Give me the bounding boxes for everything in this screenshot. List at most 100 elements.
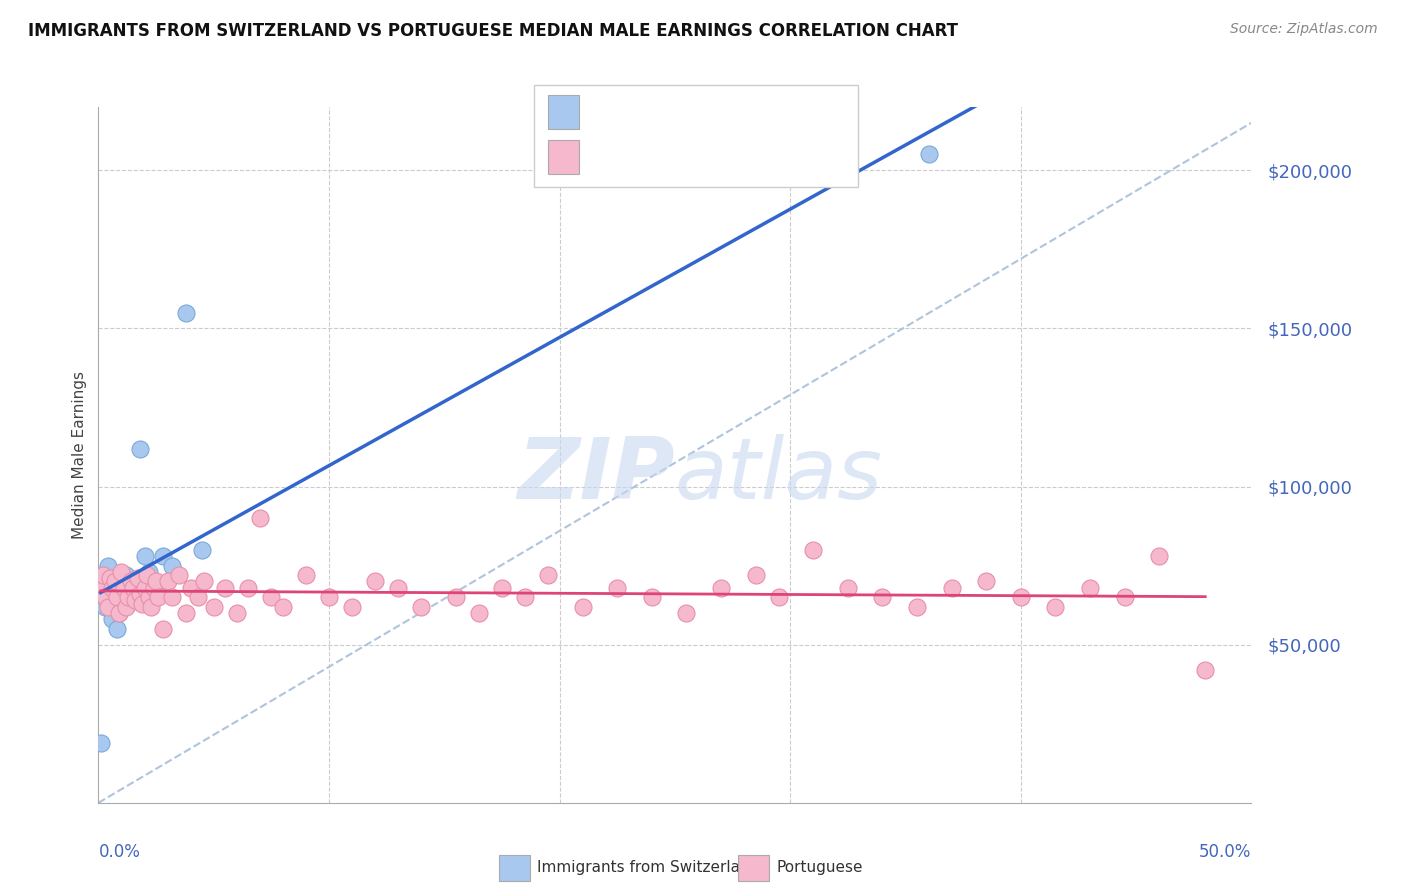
Point — [225, 606, 247, 620]
Point — [103, 574, 125, 589]
Text: -0.219: -0.219 — [630, 149, 688, 167]
Point — [122, 574, 145, 589]
Text: ZIP: ZIP — [517, 434, 675, 517]
Point — [156, 574, 179, 589]
Text: R =: R = — [591, 104, 630, 122]
Point — [180, 581, 202, 595]
Text: 23: 23 — [724, 104, 747, 122]
Point — [187, 591, 209, 605]
Point — [131, 597, 153, 611]
Point — [148, 591, 170, 605]
Point — [117, 591, 139, 605]
Point — [444, 591, 467, 605]
Point — [941, 581, 963, 595]
Text: Immigrants from Switzerland: Immigrants from Switzerland — [537, 861, 759, 875]
Point — [105, 591, 128, 605]
Point — [94, 581, 117, 595]
Point — [710, 581, 733, 595]
Point — [103, 574, 125, 589]
Point — [134, 549, 156, 563]
Point — [108, 606, 131, 620]
Text: 0.0%: 0.0% — [98, 843, 141, 861]
Point — [387, 581, 409, 595]
Point — [411, 599, 433, 614]
Point — [145, 581, 167, 595]
Text: 0.305: 0.305 — [630, 104, 681, 122]
Text: 50.0%: 50.0% — [1199, 843, 1251, 861]
Point — [138, 591, 160, 605]
Point — [90, 581, 112, 595]
Point — [129, 442, 152, 456]
Point — [768, 591, 790, 605]
Point — [318, 591, 340, 605]
Text: Source: ZipAtlas.com: Source: ZipAtlas.com — [1230, 22, 1378, 37]
Point — [1078, 581, 1101, 595]
Point — [152, 622, 174, 636]
Point — [91, 568, 114, 582]
Point — [1194, 663, 1216, 677]
Point — [160, 558, 183, 573]
Point — [97, 558, 120, 573]
Point — [101, 581, 124, 595]
Point — [1114, 591, 1136, 605]
Point — [101, 612, 124, 626]
Point — [917, 147, 939, 161]
Text: Portuguese: Portuguese — [776, 861, 863, 875]
Text: 71: 71 — [724, 149, 747, 167]
Point — [214, 581, 236, 595]
Point — [174, 305, 197, 319]
Point — [249, 511, 271, 525]
Point — [468, 606, 491, 620]
Point — [124, 593, 146, 607]
Point — [513, 591, 536, 605]
Point — [117, 597, 139, 611]
Point — [129, 587, 152, 601]
Point — [98, 571, 121, 585]
Point — [115, 568, 138, 582]
Point — [108, 606, 131, 620]
Point — [872, 591, 894, 605]
Point — [135, 568, 157, 582]
Point — [167, 568, 190, 582]
Point — [191, 542, 214, 557]
Point — [1045, 599, 1067, 614]
Point — [271, 599, 294, 614]
Point — [90, 736, 112, 750]
Text: IMMIGRANTS FROM SWITZERLAND VS PORTUGUESE MEDIAN MALE EARNINGS CORRELATION CHART: IMMIGRANTS FROM SWITZERLAND VS PORTUGUES… — [28, 22, 957, 40]
Point — [160, 591, 183, 605]
Point — [94, 599, 117, 614]
Point — [152, 549, 174, 563]
Point — [837, 581, 859, 595]
Point — [94, 591, 117, 605]
Point — [905, 599, 928, 614]
Point — [974, 574, 997, 589]
Point — [202, 599, 225, 614]
Text: R =: R = — [591, 149, 630, 167]
Point — [110, 591, 132, 605]
Point — [260, 591, 283, 605]
Point — [537, 568, 560, 582]
Point — [115, 599, 138, 614]
Point — [142, 581, 165, 595]
Point — [112, 581, 135, 595]
Point — [193, 574, 215, 589]
Point — [641, 591, 664, 605]
Text: atlas: atlas — [675, 434, 883, 517]
Point — [238, 581, 260, 595]
Point — [295, 568, 318, 582]
Point — [98, 591, 121, 605]
Y-axis label: Median Male Earnings: Median Male Earnings — [72, 371, 87, 539]
Point — [174, 606, 197, 620]
Text: N =: N = — [682, 149, 734, 167]
Point — [606, 581, 628, 595]
Point — [122, 581, 145, 595]
Point — [675, 606, 697, 620]
Point — [120, 574, 142, 589]
Point — [145, 574, 167, 589]
Point — [1010, 591, 1032, 605]
Point — [364, 574, 387, 589]
Point — [141, 599, 163, 614]
Point — [134, 581, 156, 595]
Point — [105, 622, 128, 636]
Point — [801, 542, 824, 557]
